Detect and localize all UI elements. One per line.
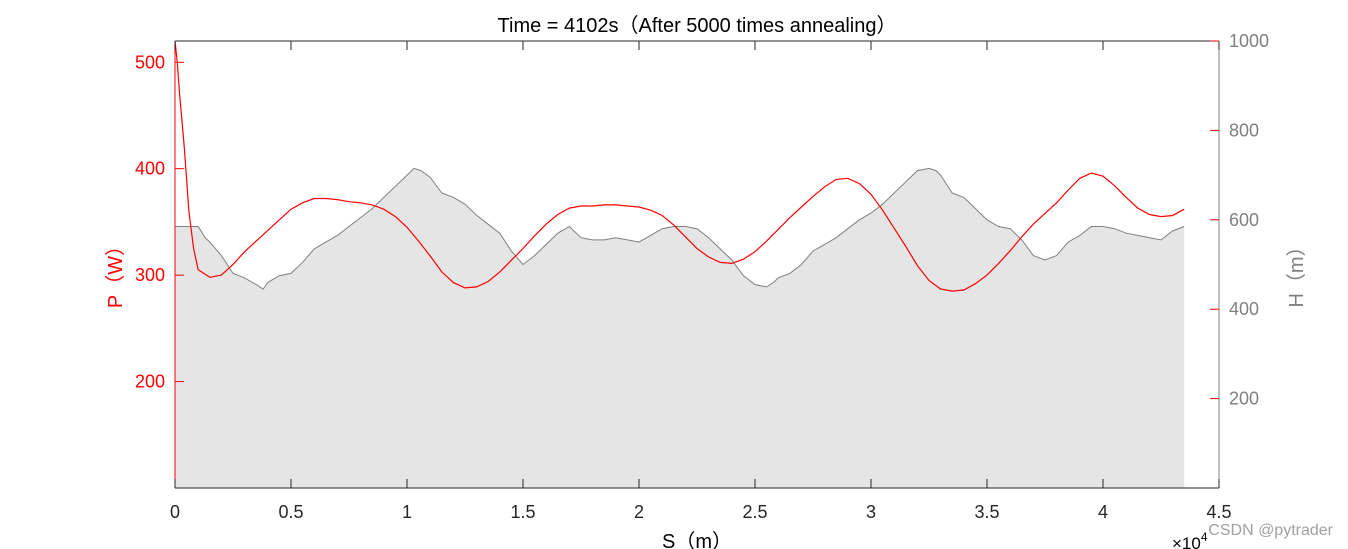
y-right-tick-label: 200: [1229, 389, 1259, 409]
power-line: [174, 40, 1185, 292]
x-tick-label: 3: [866, 502, 876, 522]
x-tick-label: 0.5: [278, 502, 303, 522]
x-tick-label: 4: [1098, 502, 1108, 522]
chart-title: Time = 4102s（After 5000 times annealing）: [498, 14, 897, 37]
x-axis-exponent-power: 4: [1201, 530, 1208, 544]
elevation-line: [175, 167, 1185, 290]
y-right-tick-label: 600: [1229, 210, 1259, 230]
elevation-area-fill: [175, 168, 1185, 488]
x-tick-label: 1: [402, 502, 412, 522]
y-left-tick-label: 300: [135, 265, 165, 285]
y-left-axis-ticks: 200 300 400 500: [135, 52, 184, 392]
y-right-axis-ticks: 200 400 600 800 1000: [1210, 31, 1269, 409]
x-axis-exponent: ×104: [1172, 530, 1208, 549]
x-axis-ticks: 0 0.5 1 1.5 2 2.5 3 3.5 4 4.5: [170, 41, 1232, 522]
y-right-tick-label: 1000: [1229, 31, 1269, 51]
x-axis-label: S（m）: [662, 530, 732, 549]
x-tick-label: 0: [170, 502, 180, 522]
x-tick-label: 1.5: [510, 502, 535, 522]
y-left-tick-label: 500: [135, 52, 165, 72]
y-right-tick-label: 400: [1229, 299, 1259, 319]
x-tick-label: 4.5: [1206, 502, 1231, 522]
y-left-tick-label: 200: [135, 372, 165, 392]
y-left-tick-label: 400: [135, 159, 165, 179]
elevation-series: [175, 167, 1185, 488]
x-axis-exponent-base: ×10: [1172, 534, 1201, 549]
x-tick-label: 2.5: [742, 502, 767, 522]
y-right-axis-label: H（m）: [1285, 236, 1308, 307]
power-series: [174, 40, 1185, 292]
axes-frame: [174, 40, 1220, 489]
watermark: CSDN @pytrader: [1208, 522, 1333, 539]
plot-area: [174, 40, 1185, 488]
y-left-axis-label: P（W）: [104, 236, 127, 308]
x-tick-label: 3.5: [974, 502, 999, 522]
x-tick-label: 2: [634, 502, 644, 522]
y-right-tick-label: 800: [1229, 120, 1259, 140]
